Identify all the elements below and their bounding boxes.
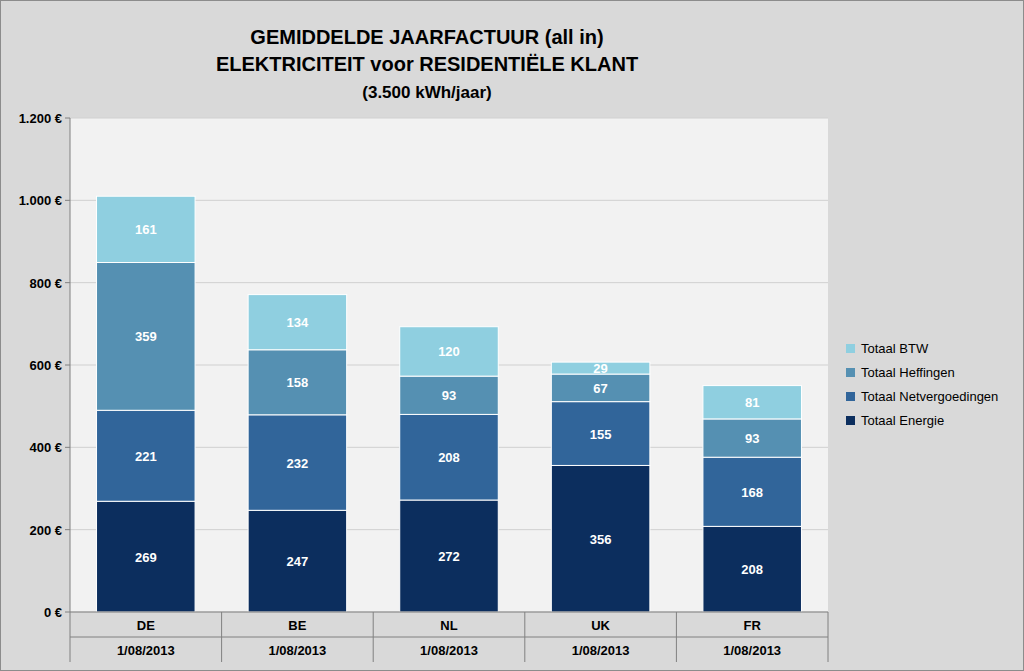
bar-segment (248, 510, 347, 612)
legend-swatch (846, 416, 855, 425)
data-label: 81 (745, 395, 759, 410)
tick-label: 1.000 € (19, 193, 62, 208)
legend-label: Totaal Heffingen (861, 365, 955, 380)
title: ELEKTRICITEIT voor RESIDENTIËLE KLANT (216, 53, 638, 75)
data-label: 93 (745, 431, 759, 446)
subtitle: (3.500 kWh/jaar) (362, 83, 491, 102)
category-date: 1/08/2013 (117, 643, 175, 658)
category-separator (70, 612, 71, 662)
data-label: 272 (438, 549, 460, 564)
bar-segment (551, 402, 650, 466)
bar-segment (551, 374, 650, 402)
category-separator (524, 612, 525, 662)
grid-line (70, 612, 828, 613)
data-label: 269 (135, 550, 157, 565)
category-date: 1/08/2013 (268, 643, 326, 658)
category-date: 1/08/2013 (723, 643, 781, 658)
bar-segment (97, 196, 196, 262)
data-label: 120 (438, 344, 460, 359)
data-label: 29 (593, 361, 607, 376)
grid-line (70, 118, 828, 119)
bar-segment (400, 327, 499, 376)
data-label: 221 (135, 449, 157, 464)
tick-mark (65, 282, 70, 283)
tick-label: 200 € (29, 523, 62, 538)
background (1, 1, 1024, 671)
bar-segment (248, 350, 347, 415)
category-date: 1/08/2013 (420, 643, 478, 658)
bar-segment (400, 414, 499, 500)
category-date: 1/08/2013 (572, 643, 630, 658)
data-label: 247 (287, 554, 309, 569)
tick-mark (65, 612, 70, 613)
category-label: DE (137, 618, 155, 633)
bar-segment (551, 465, 650, 612)
category-separator (676, 612, 677, 662)
chart: GEMIDDELDE JAARFACTUUR (all in) ELEKTRICI… (0, 0, 1024, 671)
bar-segment (703, 419, 802, 457)
data-label: 155 (590, 427, 612, 442)
bar-segment (400, 376, 499, 414)
bars (97, 196, 802, 612)
category-label: NL (440, 618, 457, 633)
data-label: 208 (741, 562, 763, 577)
x-axis (70, 612, 828, 613)
data-label: 356 (590, 532, 612, 547)
tick-mark (65, 447, 70, 448)
title: GEMIDDELDE JAARFACTUUR (all in) (250, 26, 603, 48)
data-label: 93 (442, 388, 456, 403)
legend-swatch (846, 392, 855, 401)
tick-label: 1.200 € (19, 111, 62, 126)
bar-segment (703, 526, 802, 612)
legend: Totaal BTW Totaal Heffingen Totaal Netverg… (846, 341, 998, 428)
bar-segment (248, 295, 347, 350)
data-label: 134 (287, 315, 309, 330)
data-labels: 269 221 359 161 247 232 158 134 272 208 93 120 356 15… (135, 222, 763, 577)
category-label: BE (288, 618, 306, 633)
bar-segment (97, 262, 196, 410)
category-separator (828, 612, 829, 662)
category-label: UK (591, 618, 610, 633)
category-label: FR (744, 618, 762, 633)
bar-segment (400, 500, 499, 612)
tick-mark (65, 118, 70, 119)
tick-label: 600 € (29, 358, 62, 373)
tick-mark (65, 365, 70, 366)
bar-segment (703, 386, 802, 419)
tick-label: 400 € (29, 440, 62, 455)
bar-segment (248, 415, 347, 511)
data-label: 161 (135, 222, 157, 237)
tick-mark (65, 529, 70, 530)
data-label: 67 (593, 381, 607, 396)
bar-segment (97, 501, 196, 612)
category-separator (373, 612, 374, 662)
table-line (70, 637, 828, 638)
bar-segment (97, 410, 196, 501)
data-label: 158 (287, 375, 309, 390)
legend-swatch (846, 344, 855, 353)
legend-swatch (846, 368, 855, 377)
bar-segment (703, 457, 802, 526)
legend-label: Totaal Netvergoedingen (861, 389, 998, 404)
category-separator (221, 612, 222, 662)
data-label: 232 (287, 456, 309, 471)
tick-label: 800 € (29, 276, 62, 291)
legend-label: Totaal Energie (861, 413, 944, 428)
tick-mark (65, 200, 70, 201)
y-axis (70, 118, 71, 612)
tick-label: 0 € (44, 605, 62, 620)
plot-area (70, 118, 828, 612)
legend-label: Totaal BTW (861, 341, 929, 356)
data-label: 208 (438, 450, 460, 465)
data-label: 359 (135, 329, 157, 344)
data-label: 168 (741, 485, 763, 500)
